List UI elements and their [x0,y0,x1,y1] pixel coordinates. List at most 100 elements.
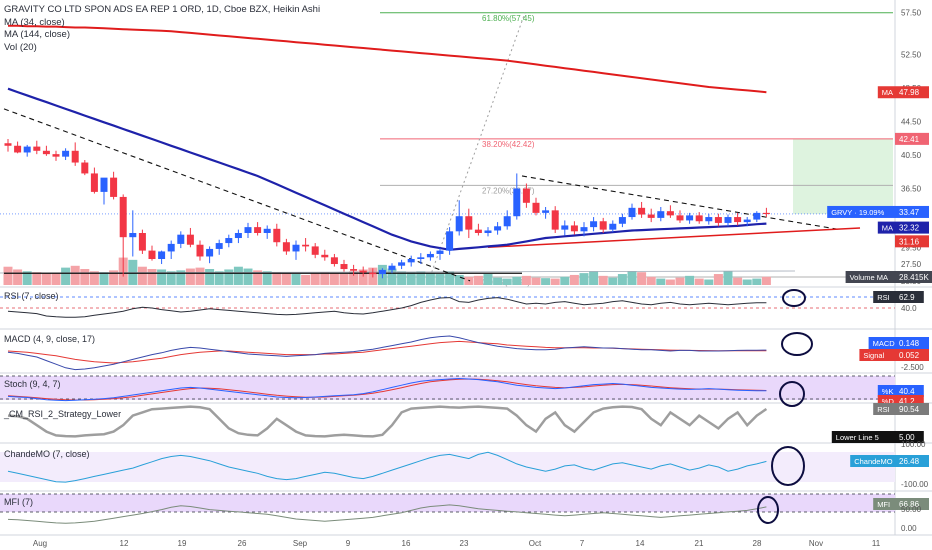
volume-bar [425,273,435,285]
candle-body [398,262,406,266]
candle-body [465,216,473,230]
mfi-line [7,504,767,524]
candle-body [158,251,166,259]
candle-body [292,244,300,252]
cm-rsi-badge-value: 90.54 [899,405,920,414]
volume-bar [243,268,253,285]
volume-bar [704,279,714,285]
time-tick-label: 21 [695,539,704,548]
time-tick-label: 11 [872,539,881,548]
volume-bar [637,272,647,285]
price-tick-label: 52.50 [901,50,922,59]
volume-bar [70,265,80,285]
volume-bar [224,269,234,285]
volume-bar [445,271,455,285]
candle-body [52,154,60,157]
stoch-d-badge-label: %D [882,397,895,406]
rsi-panel-title[interactable]: RSI (7, close) [4,291,59,301]
mfi-badge-label: MFI [877,500,890,509]
mfi-panel-title[interactable]: MFI (7) [4,497,33,507]
stoch-panel-title[interactable]: Stoch (9, 4, 7) [4,379,61,389]
cm-rsi-badge-value-box [895,403,929,415]
volume-badge-value-box [895,271,932,283]
macd-badge-value: 0.148 [899,339,920,348]
candle-body [263,228,271,233]
legend-volume[interactable]: Vol (20) [4,41,37,53]
cm-rsi-line [7,405,768,438]
volume-bar [608,277,618,285]
stoch-d-line [7,378,767,401]
volume-bar [406,272,416,285]
time-tick-label: 14 [636,539,645,548]
volume-badge-value: 28.415K [899,273,929,282]
volume-bars [0,257,796,285]
candle-body [570,225,578,232]
candle-body [234,232,242,239]
fib-badge-value: 42.41 [899,135,920,144]
candle-body [474,229,482,233]
candle-body [148,250,156,259]
volume-bar [713,274,723,285]
volume-bar [329,273,339,285]
macd-signal-line [7,340,767,364]
cm-rsi-panel-title[interactable]: _CM_RSI_2_Strategy_Lower [4,409,122,419]
trendline-drawings[interactable] [3,108,861,282]
mfi-badge-label-box [873,498,895,510]
candle-body [90,173,98,192]
chande-badge-value-box [895,455,929,467]
macd-panel-title[interactable]: MACD (4, 9, close, 17) [4,334,96,344]
candle-body [561,225,569,230]
price-tick-label: 57.50 [901,8,922,17]
candle-body [714,217,722,223]
annotation-circle-macd [781,332,813,356]
volume-bar [214,271,224,285]
volume-bar [176,270,186,285]
candle-body [244,227,252,233]
fib-label-618: 61.80%(57.45) [482,14,535,23]
annotation-circle-mfi [757,496,779,524]
chande-panel-title[interactable]: ChandeMO (7, close) [4,449,90,459]
candle-body [71,150,79,163]
candle-body [666,211,674,216]
cm-lower-badge-label: Lower Line 5 [836,433,879,442]
time-tick-label: 9 [346,539,351,548]
fib-label-272: 27.20%(36.87) [482,186,535,195]
ma34-badge-label: MA [882,224,893,233]
candle-body [743,219,751,223]
ma144-badge-label: MA [882,88,893,97]
ma34-sub-badge-value-box [895,235,929,248]
cm-lower-badge-label-box [831,431,895,443]
candle-body [138,232,146,251]
cm-rsi-badge-label: RSI [877,405,890,414]
hand-drawn-circle-annotations[interactable] [757,289,813,524]
volume-bar [3,266,13,285]
volume-bar [185,268,195,285]
stoch-k-badge-label-box [877,385,895,397]
time-axis: Aug 12 19 26 Sep 9 16 23 Oct 7 14 21 28 Nov 11 [33,539,881,548]
volume-bar [320,272,330,285]
time-tick-label: Oct [529,539,542,548]
rsi-badge-value-box [895,291,924,303]
candle-body [628,207,636,218]
volume-bar [473,275,483,285]
legend-ma144[interactable]: MA (144, close) [4,29,70,40]
volume-bar [22,271,32,285]
chart-title: GRAVITY CO LTD SPON ADS EA REP 1 ORD, 1D… [4,4,321,15]
candlestick-series[interactable] [4,139,770,279]
volume-bar [51,273,61,285]
macd-axis-label: -2.500 [901,363,924,372]
candle-body [321,254,329,258]
volume-bar [589,271,599,285]
candle-body [532,202,540,213]
candle-body [734,217,742,223]
time-tick-label: Nov [809,539,823,548]
volume-bar [761,276,771,285]
signal-badge-label-box [859,349,895,361]
macd-badge-label: MACD [873,339,896,348]
time-tick-label: 23 [460,539,469,548]
time-tick-label: 7 [580,539,585,548]
ma34-sub-badge-value: 31.16 [899,237,920,246]
volume-bar [541,278,551,285]
legend-ma34[interactable]: MA (34, close) [4,16,65,28]
candle-body [177,234,185,244]
